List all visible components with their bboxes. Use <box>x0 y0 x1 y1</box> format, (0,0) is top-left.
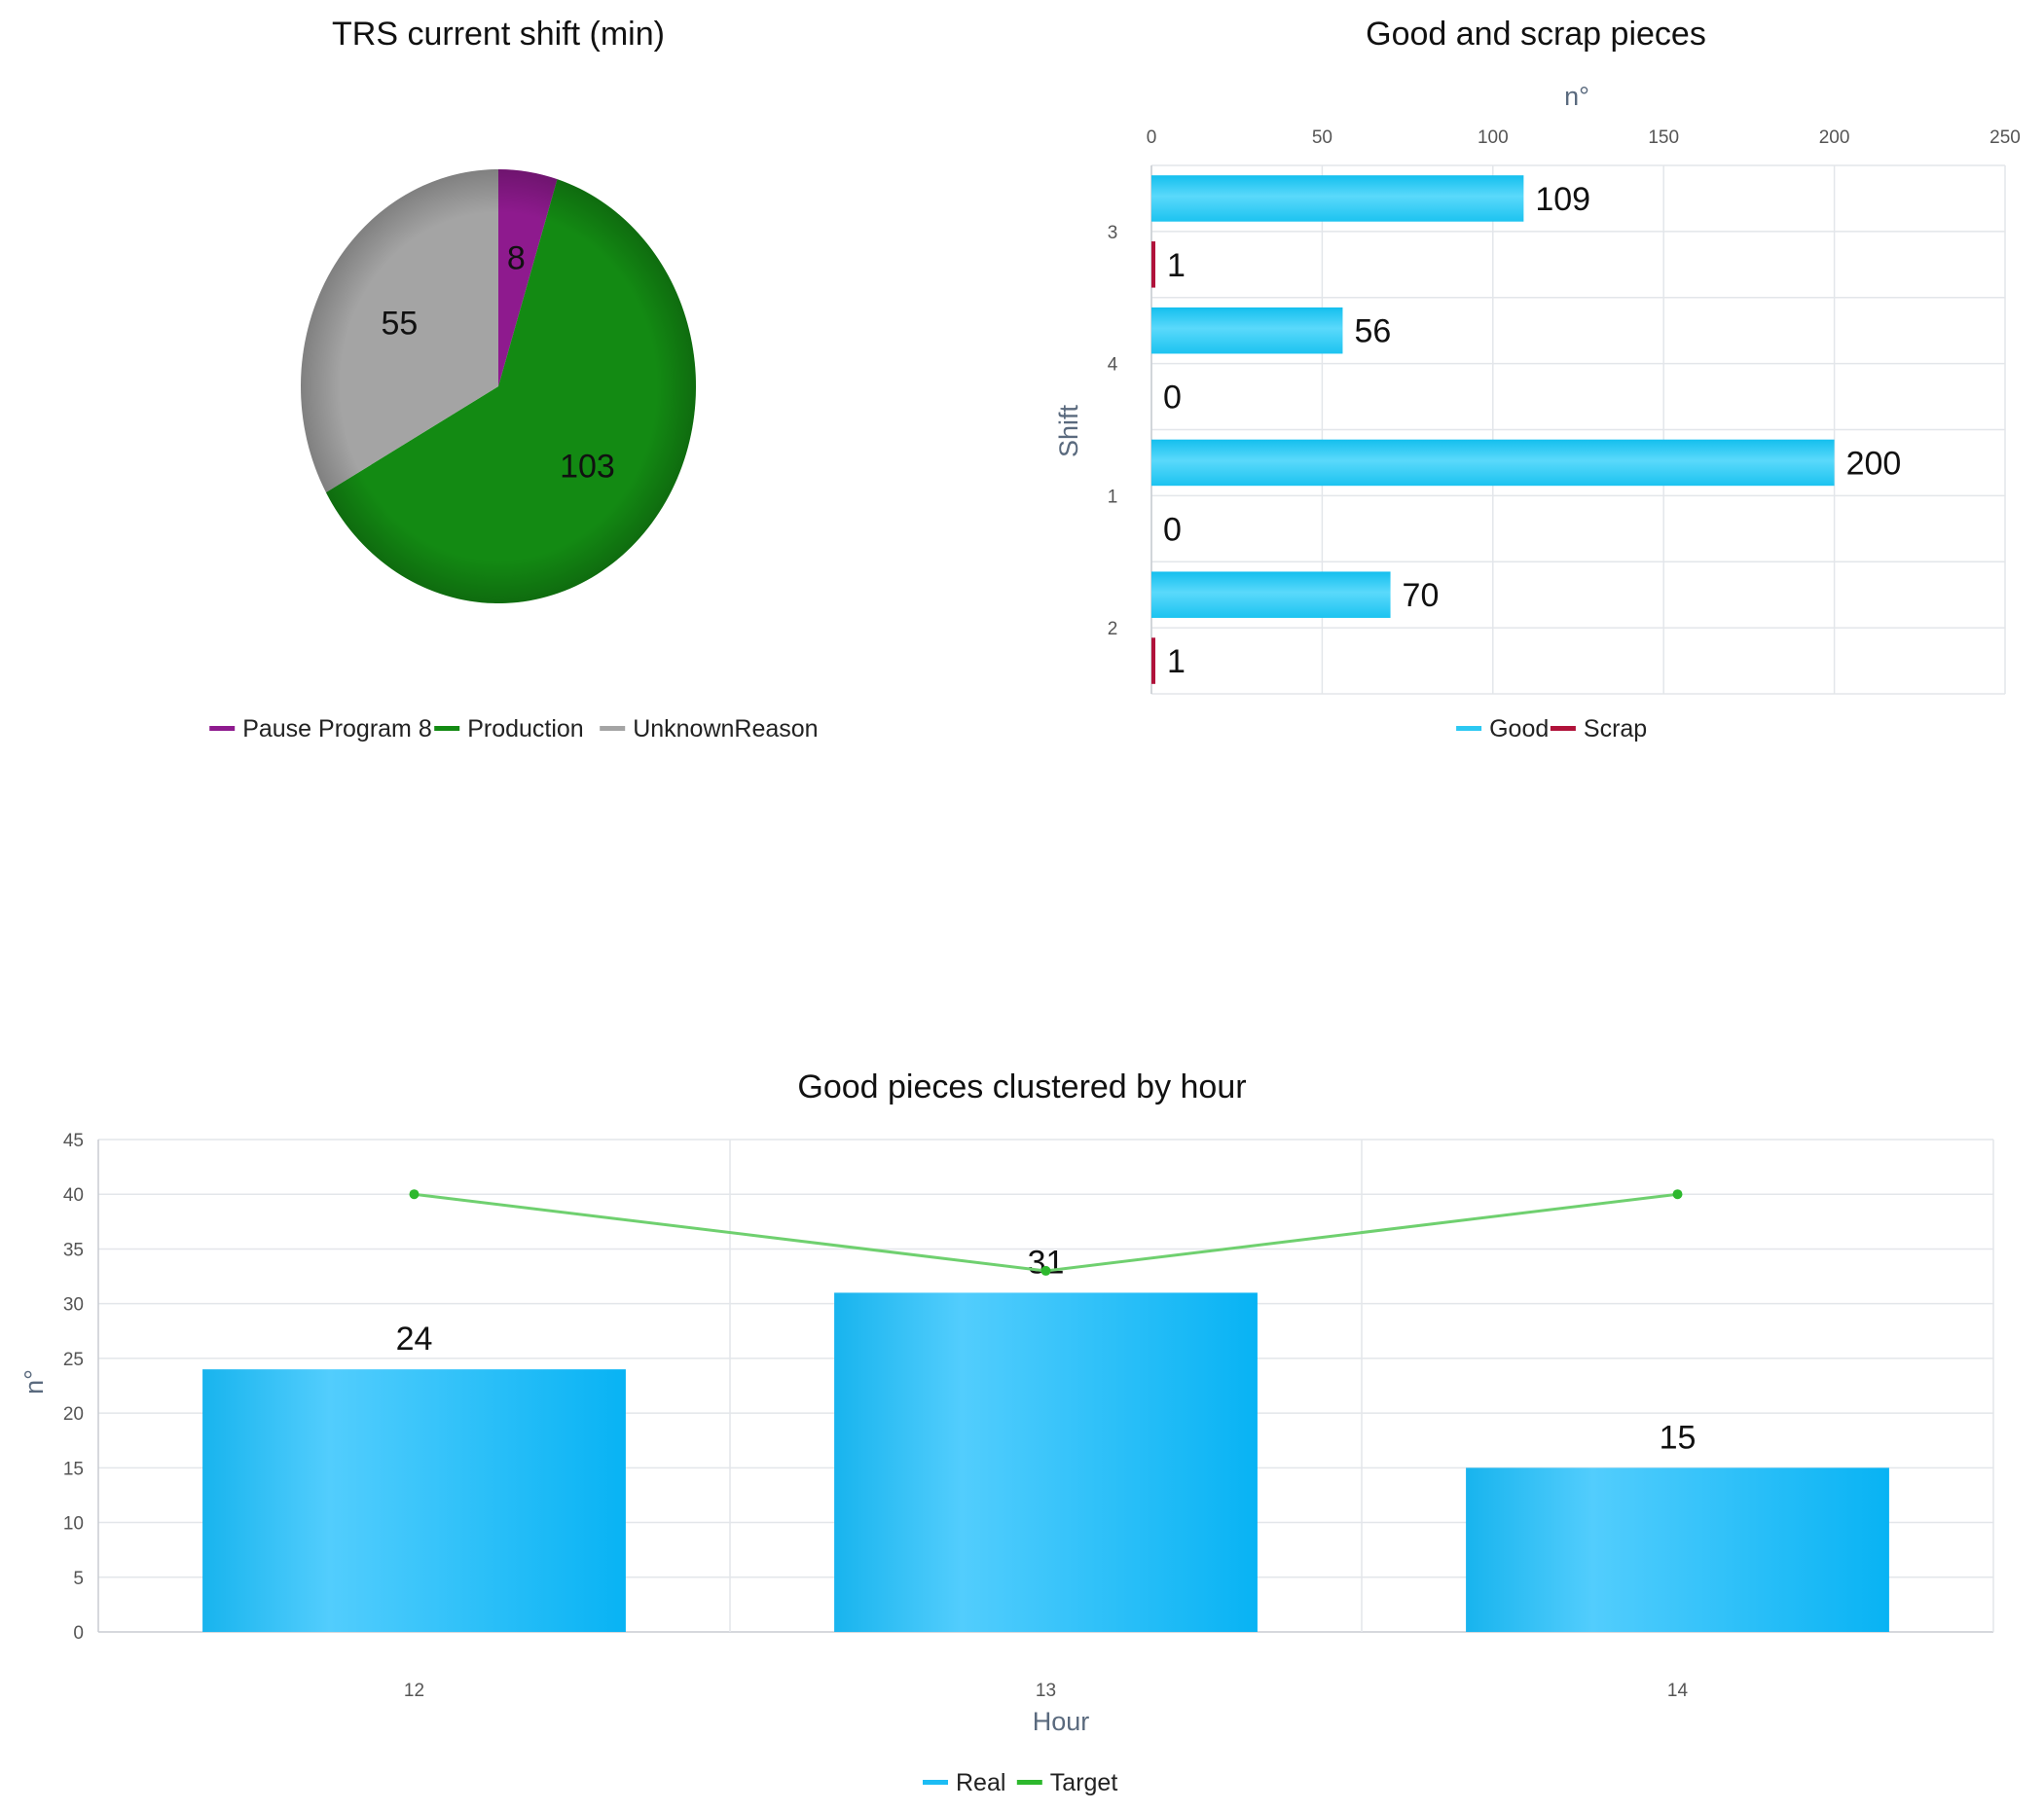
vbar-y-tick-5: 5 <box>73 1569 84 1589</box>
vbar-x-tick-12: 12 <box>404 1681 424 1701</box>
hbar-bar-good-shift-1[interactable] <box>1151 439 1835 487</box>
legend-label-scrap[interactable]: Scrap <box>1584 715 1647 743</box>
vbar-y-tick-0: 0 <box>73 1623 84 1644</box>
hbar-value-scrap-shift-1: 0 <box>1163 511 1182 548</box>
target-point-hour-14[interactable] <box>1672 1189 1683 1200</box>
hbar-y-axis-title: Shift <box>1054 404 1083 457</box>
target-point-hour-13[interactable] <box>1040 1265 1051 1276</box>
pie-slices: 810355 <box>301 169 696 603</box>
hbar-x-tick-50: 50 <box>1312 127 1332 148</box>
hbar-bar-scrap-shift-3[interactable] <box>1151 241 1155 288</box>
vbar-y-tick-20: 20 <box>63 1404 84 1425</box>
target-point-hour-12[interactable] <box>409 1189 420 1200</box>
vbar-bar-real-hour-14[interactable] <box>1466 1467 1889 1632</box>
hbar-value-good-shift-1: 200 <box>1846 445 1902 482</box>
vbar-y-tick-40: 40 <box>63 1185 84 1206</box>
legend-swatch-production <box>434 726 460 731</box>
hbar-value-good-shift-4: 56 <box>1354 313 1391 350</box>
legend-swatch-target <box>1016 1780 1042 1785</box>
hbar-bars: 109 1 56 0 200 0 70 1 <box>1151 175 1901 684</box>
legend-label-target[interactable]: Target <box>1050 1769 1118 1796</box>
legend-swatch-unknownreason <box>600 726 626 731</box>
hbar-bar-good-shift-3[interactable] <box>1151 175 1524 222</box>
hbar-y-tick-2: 2 <box>1108 619 1118 639</box>
legend-swatch-good <box>1456 726 1482 731</box>
legend-label-pause-program-8[interactable]: Pause Program 8 <box>242 715 432 743</box>
pie-legend: Pause Program 8 Production UnknownReason <box>209 715 819 743</box>
legend-label-good[interactable]: Good <box>1489 715 1549 743</box>
vbar-value-real-hour-12: 24 <box>396 1321 433 1358</box>
vbar-value-real-hour-14: 15 <box>1660 1419 1697 1456</box>
target-line <box>409 1189 1683 1276</box>
vbar-y-tick-10: 10 <box>63 1514 84 1535</box>
vbar-chart-title: Good pieces clustered by hour <box>797 1068 1246 1105</box>
hbar-x-tick-250: 250 <box>1989 127 2021 148</box>
legend-label-unknownreason[interactable]: UnknownReason <box>633 715 818 743</box>
hbar-value-scrap-shift-4: 0 <box>1163 380 1182 417</box>
hbar-chart-title: Good and scrap pieces <box>1366 16 1706 53</box>
vbar-y-tick-25: 25 <box>63 1350 84 1370</box>
vbar-legend: Real Target <box>923 1769 1117 1796</box>
hbar-y-tick-3: 3 <box>1108 223 1118 243</box>
legend-label-real[interactable]: Real <box>956 1769 1005 1796</box>
hbar-x-tick-200: 200 <box>1819 127 1850 148</box>
hbar-bar-good-shift-2[interactable] <box>1151 571 1391 618</box>
hbar-bar-good-shift-4[interactable] <box>1151 307 1343 354</box>
vbar-x-axis-title: Hour <box>1033 1707 1090 1736</box>
hbar-legend: Good Scrap <box>1456 715 1647 743</box>
vbar-y-tick-45: 45 <box>63 1131 84 1151</box>
hbar-x-axis-title: n° <box>1564 82 1589 111</box>
pie-shading <box>301 169 696 603</box>
legend-swatch-real <box>923 1780 948 1785</box>
good-pieces-by-hour-chart: Good pieces clustered by hour Hour n° 0 5… <box>19 1068 1994 1796</box>
pie-chart-title: TRS current shift (min) <box>332 16 665 53</box>
hbar-value-scrap-shift-3: 1 <box>1167 247 1186 284</box>
vbar-x-tick-14: 14 <box>1667 1681 1689 1701</box>
legend-swatch-scrap <box>1550 726 1576 731</box>
hbar-y-tick-4: 4 <box>1108 355 1118 376</box>
legend-label-production[interactable]: Production <box>467 715 584 743</box>
hbar-x-tick-100: 100 <box>1478 127 1509 148</box>
hbar-value-good-shift-2: 70 <box>1403 577 1440 614</box>
hbar-value-good-shift-3: 109 <box>1535 181 1590 218</box>
vbar-y-tick-30: 30 <box>63 1295 84 1316</box>
vbar-y-tick-15: 15 <box>63 1459 84 1479</box>
vbar-y-axis-title: n° <box>19 1369 49 1394</box>
vbar-x-tick-13: 13 <box>1036 1681 1056 1701</box>
legend-swatch-pause-program-8 <box>209 726 236 731</box>
trs-pie-chart: TRS current shift (min) 810355 Pause Pro… <box>209 16 819 743</box>
hbar-value-scrap-shift-2: 1 <box>1167 643 1186 680</box>
vbar-bar-real-hour-13[interactable] <box>834 1292 1258 1632</box>
hbar-y-tick-1: 1 <box>1108 487 1118 507</box>
good-scrap-bar-chart: Good and scrap pieces n° Shift 0 50 100 150… <box>1054 16 2021 743</box>
vbar-y-tick-35: 35 <box>63 1240 84 1260</box>
vbar-bar-real-hour-12[interactable] <box>202 1369 626 1632</box>
hbar-x-tick-0: 0 <box>1147 127 1157 148</box>
hbar-bar-scrap-shift-2[interactable] <box>1151 637 1155 684</box>
hbar-x-tick-150: 150 <box>1648 127 1679 148</box>
